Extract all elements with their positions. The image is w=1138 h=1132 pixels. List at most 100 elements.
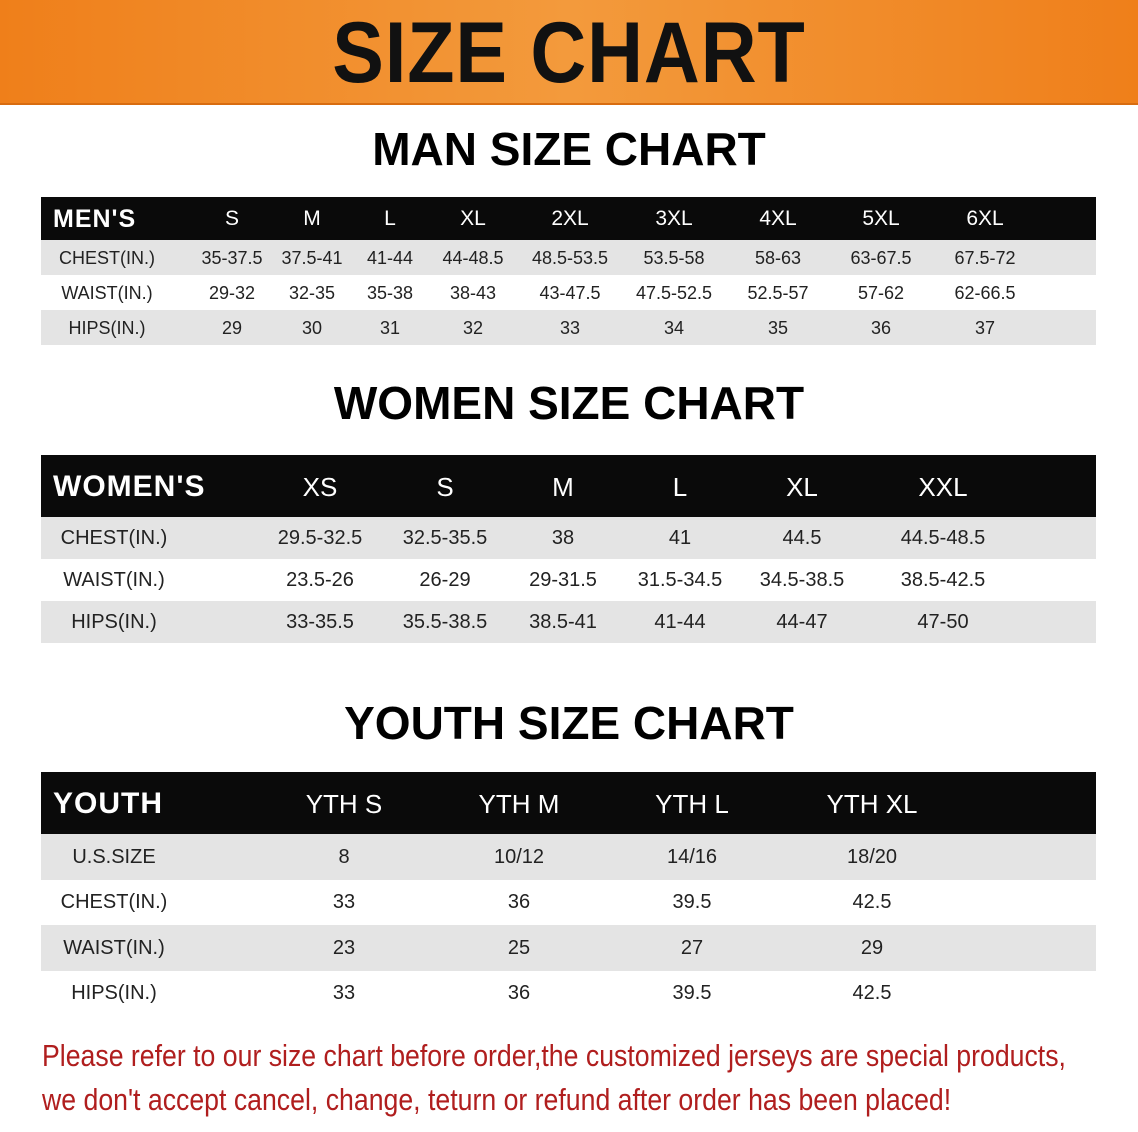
table-cell: 38: [551, 527, 575, 549]
table-cell: 30: [301, 317, 323, 338]
table-cell: 35: [767, 317, 789, 338]
table-cell: 36: [507, 891, 531, 914]
size-header: 2XL: [551, 207, 589, 230]
table-header: MEN'S S M L XL 2XL 3XL 4XL 5XL 6XL: [41, 197, 1096, 240]
size-header: XS: [302, 472, 338, 502]
size-table: MEN'S S M L XL 2XL 3XL 4XL 5XL 6XL CHEST(IN.) 35-37…: [41, 197, 1096, 345]
header-label: WOMEN'S: [53, 470, 206, 503]
table-cell: 39.5: [672, 982, 712, 1005]
table-cell: 57-62: [857, 282, 905, 303]
table-cell: 42.5: [852, 891, 892, 914]
table-cell: 29-32: [208, 282, 256, 303]
table-cell: 25: [507, 936, 531, 959]
table-cell: 44-47: [776, 611, 828, 633]
size-header: YTH S: [305, 789, 383, 819]
table-row: HIPS(IN.) 33-35.5 35.5-38.5 38.5-41 41-44 44-…: [41, 601, 1096, 643]
table-cell: 35-38: [366, 282, 414, 303]
table-cell: 33: [332, 891, 356, 914]
table-cell: 37.5-41: [281, 247, 343, 268]
row-label: WAIST(IN.): [63, 569, 165, 591]
table-cell: 47.5-52.5: [635, 282, 713, 303]
row-label: HIPS(IN.): [68, 317, 146, 338]
size-header: XXL: [918, 472, 968, 502]
header-label: MEN'S: [53, 205, 137, 233]
table-cell: 26-29: [419, 569, 471, 591]
table-row: WAIST(IN.) 23 25 27 29: [41, 925, 1096, 971]
table-cell: 58-63: [754, 247, 802, 268]
size-header: 6XL: [966, 207, 1004, 230]
table-cell: 38.5-42.5: [900, 569, 986, 591]
size-header: YTH M: [478, 789, 560, 819]
size-header: S: [224, 207, 240, 230]
table-cell: 23: [332, 936, 356, 959]
size-header: 4XL: [759, 207, 797, 230]
row-label: HIPS(IN.): [71, 611, 157, 633]
table-cell: 44-48.5: [442, 247, 504, 268]
table-cell: 31: [379, 317, 401, 338]
table-row: HIPS(IN.) 33 36 39.5 42.5: [41, 971, 1096, 1017]
table-cell: 29: [860, 936, 884, 959]
notice-line-1: Please refer to our size chart before or…: [42, 1038, 1066, 1073]
table-cell: 35-37.5: [201, 247, 263, 268]
table-cell: 23.5-26: [286, 569, 354, 591]
size-table: WOMEN'S XS S M L XL XXL CHEST(IN.) 29.5-32.5 32.5…: [41, 455, 1096, 643]
table-cell: 29-31.5: [529, 569, 597, 591]
table-cell: 33-35.5: [286, 611, 354, 633]
table-cell: 32: [462, 317, 484, 338]
table-cell: 37: [974, 317, 996, 338]
section-title: MAN SIZE CHART: [372, 123, 766, 175]
table-cell: 29.5-32.5: [277, 527, 363, 549]
size-header: L: [384, 207, 396, 230]
table-cell: 35.5-38.5: [402, 611, 488, 633]
table-cell: 67.5-72: [954, 247, 1016, 268]
table-cell: 34: [663, 317, 685, 338]
table-cell: 36: [870, 317, 892, 338]
row-label: WAIST(IN.): [61, 282, 153, 303]
table-cell: 18/20: [846, 845, 898, 868]
table-cell: 32-35: [288, 282, 336, 303]
size-header: XL: [786, 472, 818, 502]
table-cell: 42.5: [852, 982, 892, 1005]
table-cell: 38-43: [449, 282, 497, 303]
table-cell: 14/16: [666, 845, 718, 868]
table-row: CHEST(IN.) 35-37.5 37.5-41 41-44 44-48.5 48.5…: [41, 240, 1096, 275]
row-label: U.S.SIZE: [72, 845, 156, 868]
row-label: WAIST(IN.): [63, 936, 165, 959]
table-cell: 62-66.5: [954, 282, 1016, 303]
table-header: WOMEN'S XS S M L XL XXL: [41, 455, 1096, 517]
section-title: WOMEN SIZE CHART: [333, 377, 805, 429]
table-cell: 44.5-48.5: [900, 527, 986, 549]
table-cell: 41: [668, 527, 692, 549]
notice-line-2: we don't accept cancel, change, teturn o…: [42, 1082, 952, 1117]
table-row: CHEST(IN.) 33 36 39.5 42.5: [41, 880, 1096, 926]
table-cell: 36: [507, 982, 531, 1005]
size-table: YOUTH YTH S YTH M YTH L YTH XL U.S.SIZE 8 10/12…: [41, 772, 1096, 1016]
table-cell: 33: [559, 317, 581, 338]
table-cell: 38.5-41: [529, 611, 597, 633]
table-cell: 41-44: [366, 247, 414, 268]
table-cell: 53.5-58: [643, 247, 705, 268]
table-row: HIPS(IN.) 29 30 31 32 33 34 35 36 37: [41, 310, 1096, 345]
table-cell: 27: [680, 936, 704, 959]
table-cell: 63-67.5: [850, 247, 912, 268]
table-cell: 52.5-57: [747, 282, 809, 303]
size-header: 5XL: [862, 207, 900, 230]
table-cell: 34.5-38.5: [759, 569, 845, 591]
table-cell: 48.5-53.5: [531, 247, 609, 268]
table-cell: 39.5: [672, 891, 712, 914]
table-cell: 44.5: [782, 527, 822, 549]
table-row: CHEST(IN.) 29.5-32.5 32.5-35.5 38 41 44.5 44.5…: [41, 517, 1096, 559]
size-header: 3XL: [655, 207, 693, 230]
table-row: WAIST(IN.) 29-32 32-35 35-38 38-43 43-47.5 47.…: [41, 275, 1096, 310]
row-label: CHEST(IN.): [59, 247, 155, 268]
table-cell: 47-50: [917, 611, 969, 633]
size-header: XL: [460, 207, 486, 230]
table-cell: 10/12: [493, 845, 545, 868]
table-row: U.S.SIZE 8 10/12 14/16 18/20: [41, 834, 1096, 880]
header-label: YOUTH: [53, 787, 163, 820]
size-header: L: [672, 472, 688, 502]
table-row: WAIST(IN.) 23.5-26 26-29 29-31.5 31.5-34.5 34…: [41, 559, 1096, 601]
size-header: M: [303, 207, 321, 230]
table-cell: 31.5-34.5: [637, 569, 723, 591]
table-cell: 33: [332, 982, 356, 1005]
